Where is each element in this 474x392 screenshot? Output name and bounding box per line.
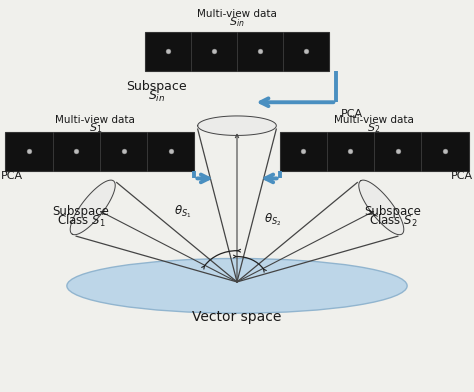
Polygon shape <box>198 116 276 135</box>
FancyBboxPatch shape <box>280 132 469 171</box>
Ellipse shape <box>67 258 407 313</box>
Text: Multi-view data: Multi-view data <box>334 115 414 125</box>
FancyBboxPatch shape <box>5 132 194 171</box>
Polygon shape <box>359 180 404 235</box>
Text: $S_{in}$: $S_{in}$ <box>229 15 245 29</box>
Text: Multi-view data: Multi-view data <box>55 115 135 125</box>
Text: Subspace: Subspace <box>365 205 421 218</box>
Text: Vector space: Vector space <box>192 310 282 324</box>
Text: $S_2$: $S_2$ <box>367 121 381 134</box>
Text: PCA: PCA <box>341 109 363 119</box>
Text: $\theta_{S_1}$: $\theta_{S_1}$ <box>174 203 191 220</box>
FancyBboxPatch shape <box>145 32 329 71</box>
Text: PCA: PCA <box>451 171 474 181</box>
Text: $\theta_{S_2}$: $\theta_{S_2}$ <box>264 211 281 228</box>
Text: $S_1$: $S_1$ <box>89 121 102 134</box>
Text: Class $S_1$: Class $S_1$ <box>57 213 105 229</box>
Text: Multi-view data: Multi-view data <box>197 9 277 19</box>
Text: $S_{in}$: $S_{in}$ <box>148 89 165 104</box>
Text: PCA: PCA <box>0 171 23 181</box>
Text: Class $S_2$: Class $S_2$ <box>369 213 417 229</box>
Text: Subspace: Subspace <box>127 80 187 93</box>
Text: Subspace: Subspace <box>53 205 109 218</box>
Polygon shape <box>70 180 115 235</box>
